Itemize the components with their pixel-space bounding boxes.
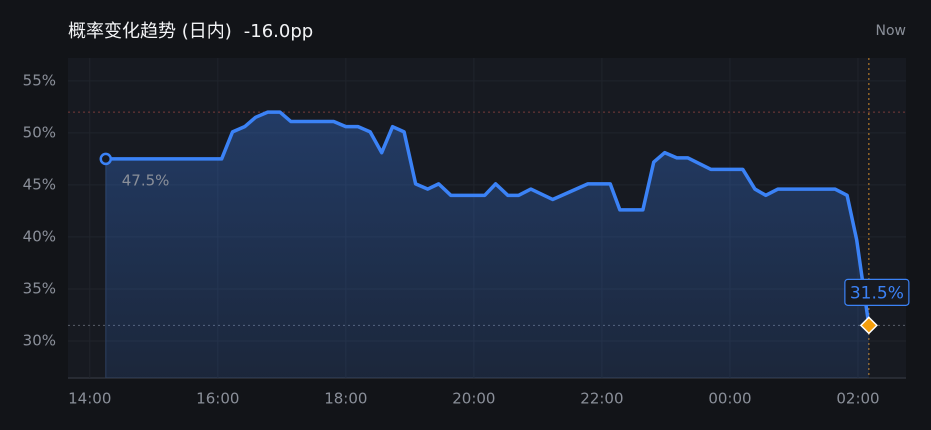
start-marker bbox=[99, 152, 113, 166]
value-label: 47.5% bbox=[122, 171, 170, 189]
x-tick-label: 02:00 bbox=[836, 390, 879, 408]
x-tick-label: 22:00 bbox=[580, 390, 623, 408]
end-marker bbox=[859, 316, 878, 335]
value-label-box bbox=[844, 278, 910, 306]
x-tick-label: 20:00 bbox=[452, 390, 495, 408]
x-tick-label: 18:00 bbox=[324, 390, 367, 408]
value-label: 31.5% bbox=[850, 283, 904, 303]
y-tick-label: 35% bbox=[23, 279, 56, 297]
now-label: Now bbox=[876, 23, 907, 39]
y-tick-label: 45% bbox=[23, 175, 56, 193]
chart-title: 概率变化趋势 (日内) bbox=[68, 21, 232, 42]
area bbox=[105, 112, 869, 379]
x-tick-label: 14:00 bbox=[68, 390, 111, 408]
change: -16.0pp bbox=[244, 21, 313, 42]
y-tick-label: 50% bbox=[23, 123, 56, 141]
y-tick-label: 55% bbox=[23, 71, 56, 89]
y-tick-label: 30% bbox=[23, 331, 56, 349]
y-tick-label: 40% bbox=[23, 227, 56, 245]
x-tick-label: 16:00 bbox=[196, 390, 239, 408]
line bbox=[105, 110, 871, 326]
x-tick-label: 00:00 bbox=[708, 390, 751, 408]
title-row: 概率变化趋势 (日内) -16.0pp bbox=[68, 21, 313, 42]
